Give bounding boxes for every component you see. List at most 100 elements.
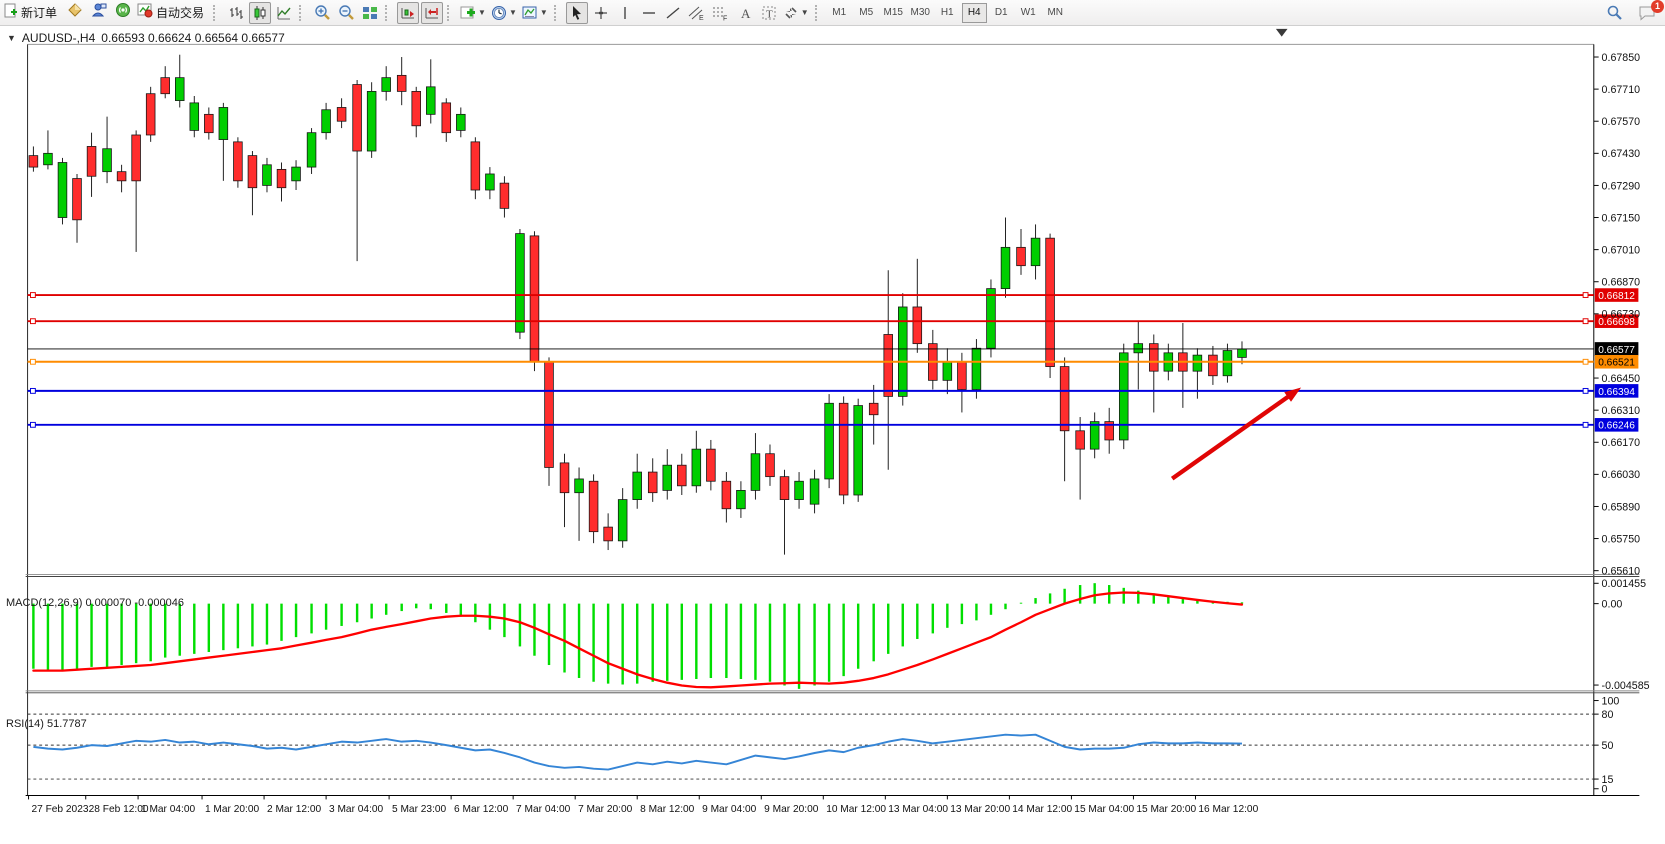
toolbar-grip [553, 4, 561, 21]
autotrading-icon [137, 2, 153, 23]
toolbar-grip [213, 4, 220, 21]
bar-chart-mode-button[interactable] [225, 2, 247, 24]
horizontal-line-icon [642, 11, 655, 14]
svg-text:0.67150: 0.67150 [1602, 212, 1641, 224]
vertical-line-icon [624, 6, 626, 19]
svg-text:13 Mar 20:00: 13 Mar 20:00 [950, 804, 1010, 815]
svg-text:7 Mar 20:00: 7 Mar 20:00 [578, 804, 633, 815]
time-axis[interactable]: 27 Feb 2023 28 Feb 12:001 Mar 04:00 1 Mar … [28, 795, 1259, 815]
svg-text:15 Mar 20:00: 15 Mar 20:00 [1136, 804, 1196, 815]
tf-m5-button[interactable]: M5 [859, 7, 874, 18]
indicators-button[interactable]: ▼ [459, 2, 488, 24]
community-chat-button[interactable]: 1 [1636, 0, 1664, 24]
zoom-in-button[interactable] [311, 2, 333, 24]
market-watch-icon [67, 2, 83, 23]
text-label-tool-button[interactable]: T [758, 2, 780, 24]
chart-canvas[interactable]: 0.001455 0.00 -0.004585 100 80 50 150 0.66812… [0, 26, 1665, 844]
tf-m15-button[interactable]: M15 [883, 7, 903, 18]
svg-text:0.67710: 0.67710 [1602, 84, 1641, 96]
text-label-icon: T [762, 6, 776, 20]
horizontal-line-tool-button[interactable] [638, 2, 660, 24]
svg-text:0.66246: 0.66246 [1598, 421, 1635, 432]
tf-mn-button[interactable]: MN [1047, 7, 1063, 18]
price-axis[interactable]: 0.67850 0.67710 0.67570 0.67430 0.67290 0.671… [1593, 52, 1641, 578]
tf-h4-button[interactable]: H4 [961, 2, 987, 23]
fibonacci-icon: F [713, 7, 728, 21]
crosshair-tool-button[interactable] [590, 2, 612, 24]
svg-text:0.65890: 0.65890 [1602, 501, 1641, 513]
svg-text:A: A [741, 6, 751, 21]
svg-text:0.67850: 0.67850 [1602, 52, 1641, 64]
periods-button[interactable]: ▼ [490, 2, 519, 24]
svg-text:0.65750: 0.65750 [1602, 533, 1641, 545]
svg-text:0.66730: 0.66730 [1602, 309, 1641, 321]
svg-text:80: 80 [1602, 709, 1614, 721]
chart-shift-marker [1275, 28, 1288, 37]
templates-button[interactable]: ▼ [521, 2, 550, 24]
equidistant-channel-icon: E [688, 6, 704, 21]
pane-borders [25, 43, 1640, 797]
svg-text:9 Mar 20:00: 9 Mar 20:00 [764, 804, 819, 815]
chart-shift-button[interactable] [421, 1, 444, 24]
toolbar-grip [299, 4, 306, 21]
candlestick-icon [254, 5, 266, 20]
search-icon [1607, 5, 1622, 20]
line-chart-icon [277, 6, 291, 19]
trendline-icon [666, 6, 680, 19]
chart-shift-icon [425, 7, 439, 18]
auto-scroll-button[interactable] [397, 1, 420, 24]
toolbar-grip [814, 4, 822, 21]
svg-text:0.66698: 0.66698 [1598, 317, 1635, 328]
profiles-icon [91, 2, 107, 23]
notification-badge: 1 [1651, 0, 1664, 13]
svg-text:0.67010: 0.67010 [1602, 245, 1641, 257]
svg-text:0.65610: 0.65610 [1602, 566, 1641, 578]
tf-m1-button[interactable]: M1 [832, 7, 847, 18]
macd-pane: 0.001455 0.00 -0.004585 [32, 578, 1650, 692]
new-order-label: 新订单 [21, 6, 58, 20]
svg-text:50: 50 [1602, 740, 1614, 752]
arrows-icon [785, 6, 797, 19]
fibonacci-tool-button[interactable]: F [710, 2, 732, 24]
tf-h1-button[interactable]: H1 [940, 7, 954, 18]
svg-text:0.66394: 0.66394 [1598, 387, 1635, 398]
tf-d1-button[interactable]: D1 [994, 7, 1008, 18]
dropdown-caret: ▼ [800, 8, 809, 17]
svg-text:27 Feb 2023: 27 Feb 2023 [31, 804, 88, 815]
chart-area[interactable]: 0.001455 0.00 -0.004585 100 80 50 15 0 0.66812… [0, 26, 1665, 844]
trend-arrow-object[interactable] [1170, 387, 1302, 481]
channel-tool-button[interactable]: E [686, 2, 708, 24]
tile-windows-icon [363, 6, 378, 19]
svg-text:0.67570: 0.67570 [1602, 116, 1641, 128]
line-chart-mode-button[interactable] [273, 2, 295, 24]
svg-text:2 Mar 12:00: 2 Mar 12:00 [267, 804, 322, 815]
tf-m30-button[interactable]: M30 [910, 7, 930, 18]
search-button[interactable] [1603, 2, 1625, 24]
crosshair-icon [594, 6, 607, 19]
candlestick-mode-button[interactable] [249, 1, 272, 24]
arrows-tool-button[interactable]: ▼ [782, 2, 811, 24]
new-order-button[interactable]: 新订单 [2, 2, 62, 24]
svg-text:8 Mar 12:00: 8 Mar 12:00 [640, 804, 695, 815]
svg-text:6 Mar 12:00: 6 Mar 12:00 [454, 804, 509, 815]
indicators-icon [460, 6, 476, 18]
zoom-in-icon [314, 5, 330, 20]
templates-icon [522, 6, 537, 18]
svg-text:28 Feb 12:00: 28 Feb 12:00 [89, 804, 149, 815]
autotrading-button[interactable]: 自动交易 [136, 2, 209, 24]
trendline-tool-button[interactable] [662, 2, 684, 24]
cursor-tool-button[interactable] [565, 1, 588, 24]
tile-windows-button[interactable] [359, 2, 381, 24]
vertical-line-tool-button[interactable] [614, 2, 636, 24]
signals-button[interactable] [112, 2, 134, 24]
profiles-button[interactable] [88, 2, 110, 24]
svg-text:1 Mar 20:00: 1 Mar 20:00 [205, 804, 260, 815]
zoom-out-button[interactable] [335, 2, 357, 24]
one-click-expand-icon[interactable]: ▼ [7, 33, 16, 43]
tf-w1-button[interactable]: W1 [1020, 7, 1036, 18]
text-tool-button[interactable]: A [734, 2, 756, 24]
svg-text:9 Mar 04:00: 9 Mar 04:00 [702, 804, 757, 815]
horizontal-line-objects[interactable]: 0.66812 0.66698 0.66577 0.66521 0.66394 0.662… [27, 288, 1639, 432]
market-watch-button[interactable] [64, 2, 86, 24]
